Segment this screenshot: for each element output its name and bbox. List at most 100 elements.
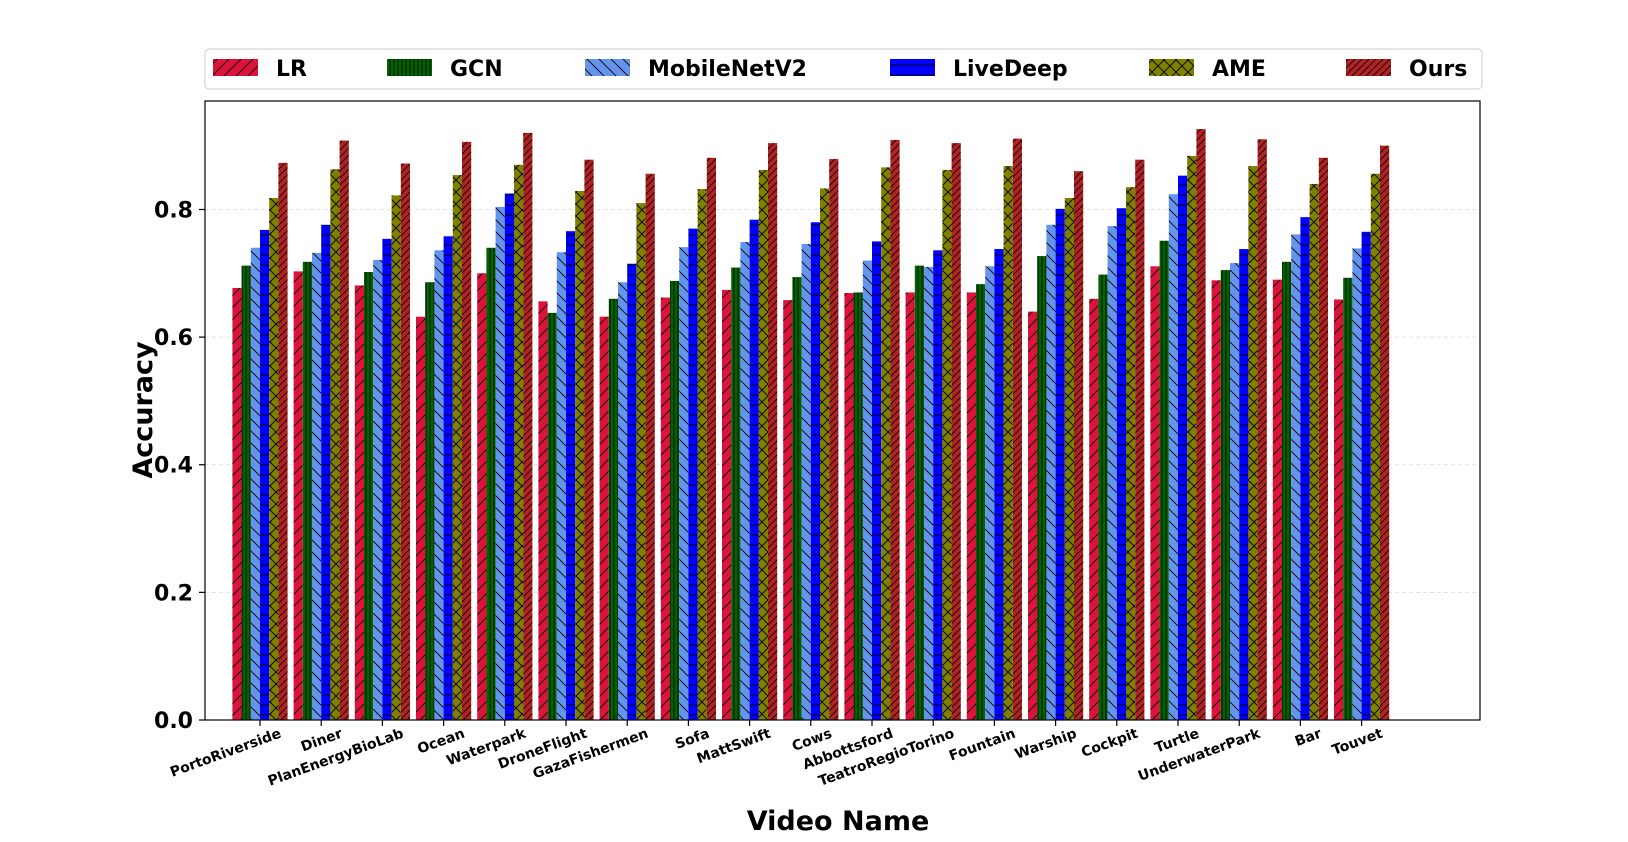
bar-gcn-fountain — [976, 284, 986, 720]
bar-mobilenetv2-turtle — [1168, 194, 1178, 720]
legend-swatch-ame — [1149, 59, 1194, 76]
bar-lr-planenergybiolab — [354, 285, 364, 720]
bar-mobilenetv2-gazafishermen — [618, 282, 628, 720]
legend-label-gcn: GCN — [450, 57, 503, 82]
bar-ours-portoriverside — [278, 162, 288, 720]
plot-frame — [204, 100, 1481, 721]
x-tick-label: Bar — [1293, 726, 1324, 750]
bar-ours-fountain — [1012, 138, 1022, 720]
bar-lr-cockpit — [1089, 298, 1099, 720]
x-tick-label: Cockpit — [1079, 726, 1140, 761]
bar-lr-mattswift — [722, 289, 732, 720]
bar-livedeep-turtle — [1178, 175, 1188, 720]
bar-ours-gazafishermen — [645, 173, 655, 720]
bar-lr-turtle — [1150, 266, 1160, 720]
bar-mobilenetv2-abbottsford — [862, 260, 872, 720]
bars — [232, 129, 1390, 721]
bar-ame-warship — [1064, 197, 1074, 721]
legend: LR GCN MobileNetV2 LiveDeep AME Ours — [204, 48, 1483, 90]
bar-ame-gazafishermen — [636, 203, 646, 720]
bar-gcn-diner — [302, 261, 312, 720]
bar-ours-touvet — [1380, 145, 1390, 720]
bar-lr-gazafishermen — [599, 316, 609, 720]
bar-ame-turtle — [1187, 155, 1197, 720]
bar-ours-ocean — [462, 141, 472, 720]
bar-ours-planenergybiolab — [400, 163, 410, 720]
bar-ours-cockpit — [1135, 159, 1145, 720]
bar-livedeep-teatroregiotorino — [933, 250, 943, 720]
bar-ours-bar — [1318, 157, 1328, 720]
bar-mobilenetv2-teatroregiotorino — [924, 266, 934, 720]
bar-ame-cockpit — [1126, 187, 1136, 721]
bar-lr-underwaterpark — [1211, 280, 1221, 720]
bar-livedeep-diner — [321, 224, 331, 721]
bar-ame-portoriverside — [269, 197, 279, 721]
bar-gcn-mattswift — [731, 267, 741, 720]
bar-lr-ocean — [416, 316, 426, 720]
legend-swatch-livedeep — [890, 59, 935, 76]
bar-ame-underwaterpark — [1248, 166, 1258, 721]
bar-mobilenetv2-planenergybiolab — [373, 259, 383, 720]
bar-gcn-underwaterpark — [1220, 270, 1230, 720]
x-tick-label: UnderwaterPark — [1136, 725, 1263, 784]
bar-ame-touvet — [1370, 173, 1380, 720]
y-tick-label: 0.6 — [154, 326, 193, 351]
legend-label-ours: Ours — [1409, 57, 1467, 82]
bar-ours-droneflight — [584, 159, 594, 720]
bar-ame-mattswift — [758, 169, 768, 721]
bar-mobilenetv2-mattswift — [740, 242, 750, 720]
bar-gcn-sofa — [670, 280, 680, 720]
bar-ame-diner — [330, 169, 340, 721]
y-tick-label: 0.0 — [154, 709, 193, 734]
bar-ame-fountain — [1003, 166, 1013, 721]
bar-ours-sofa — [706, 157, 716, 720]
bar-lr-diner — [293, 271, 303, 720]
bar-livedeep-waterpark — [504, 193, 514, 720]
bar-mobilenetv2-sofa — [679, 247, 689, 720]
bar-livedeep-gazafishermen — [627, 263, 637, 720]
y-tick-label: 0.4 — [154, 454, 193, 479]
bar-gcn-teatroregiotorino — [914, 265, 924, 720]
bar-gcn-portoriverside — [241, 265, 251, 720]
bar-livedeep-warship — [1055, 208, 1065, 721]
legend-swatch-mobilenetv2 — [585, 59, 630, 76]
bar-lr-portoriverside — [232, 287, 242, 720]
bar-mobilenetv2-cows — [801, 243, 811, 720]
bar-ame-ocean — [452, 175, 462, 720]
bar-ame-abbottsford — [881, 167, 891, 720]
bar-ame-bar — [1309, 183, 1319, 721]
y-tick-label: 0.8 — [154, 198, 193, 223]
bar-livedeep-ocean — [443, 236, 453, 720]
bar-lr-touvet — [1334, 299, 1344, 720]
bar-lr-warship — [1028, 311, 1038, 720]
bar-ame-sofa — [697, 189, 707, 721]
bar-ours-cows — [829, 159, 839, 720]
bar-livedeep-planenergybiolab — [382, 238, 392, 720]
bar-gcn-cockpit — [1098, 274, 1108, 720]
bar-gcn-bar — [1282, 261, 1292, 720]
bar-lr-droneflight — [538, 301, 548, 720]
bar-lr-cows — [783, 300, 793, 720]
bar-mobilenetv2-touvet — [1352, 248, 1362, 720]
bar-mobilenetv2-underwaterpark — [1230, 263, 1240, 720]
y-axis-title: Accuracy — [128, 341, 159, 479]
bar-lr-abbottsford — [844, 293, 854, 720]
bar-mobilenetv2-warship — [1046, 224, 1056, 721]
bar-ame-teatroregiotorino — [942, 169, 952, 721]
bar-gcn-droneflight — [547, 312, 557, 720]
bar-livedeep-abbottsford — [872, 241, 882, 720]
legend-label-livedeep: LiveDeep — [953, 57, 1068, 82]
bar-ours-turtle — [1196, 129, 1206, 720]
bar-lr-waterpark — [477, 273, 487, 720]
bar-livedeep-mattswift — [749, 219, 759, 721]
bar-lr-bar — [1272, 279, 1282, 720]
bar-mobilenetv2-bar — [1291, 234, 1301, 720]
legend-label-mobilenetv2: MobileNetV2 — [648, 57, 807, 82]
bar-ame-waterpark — [514, 164, 524, 720]
bar-lr-teatroregiotorino — [905, 292, 915, 720]
legend-swatch-lr — [213, 59, 258, 76]
bar-gcn-cows — [792, 277, 802, 720]
bar-ours-waterpark — [523, 132, 533, 720]
bar-gcn-abbottsford — [853, 292, 863, 720]
